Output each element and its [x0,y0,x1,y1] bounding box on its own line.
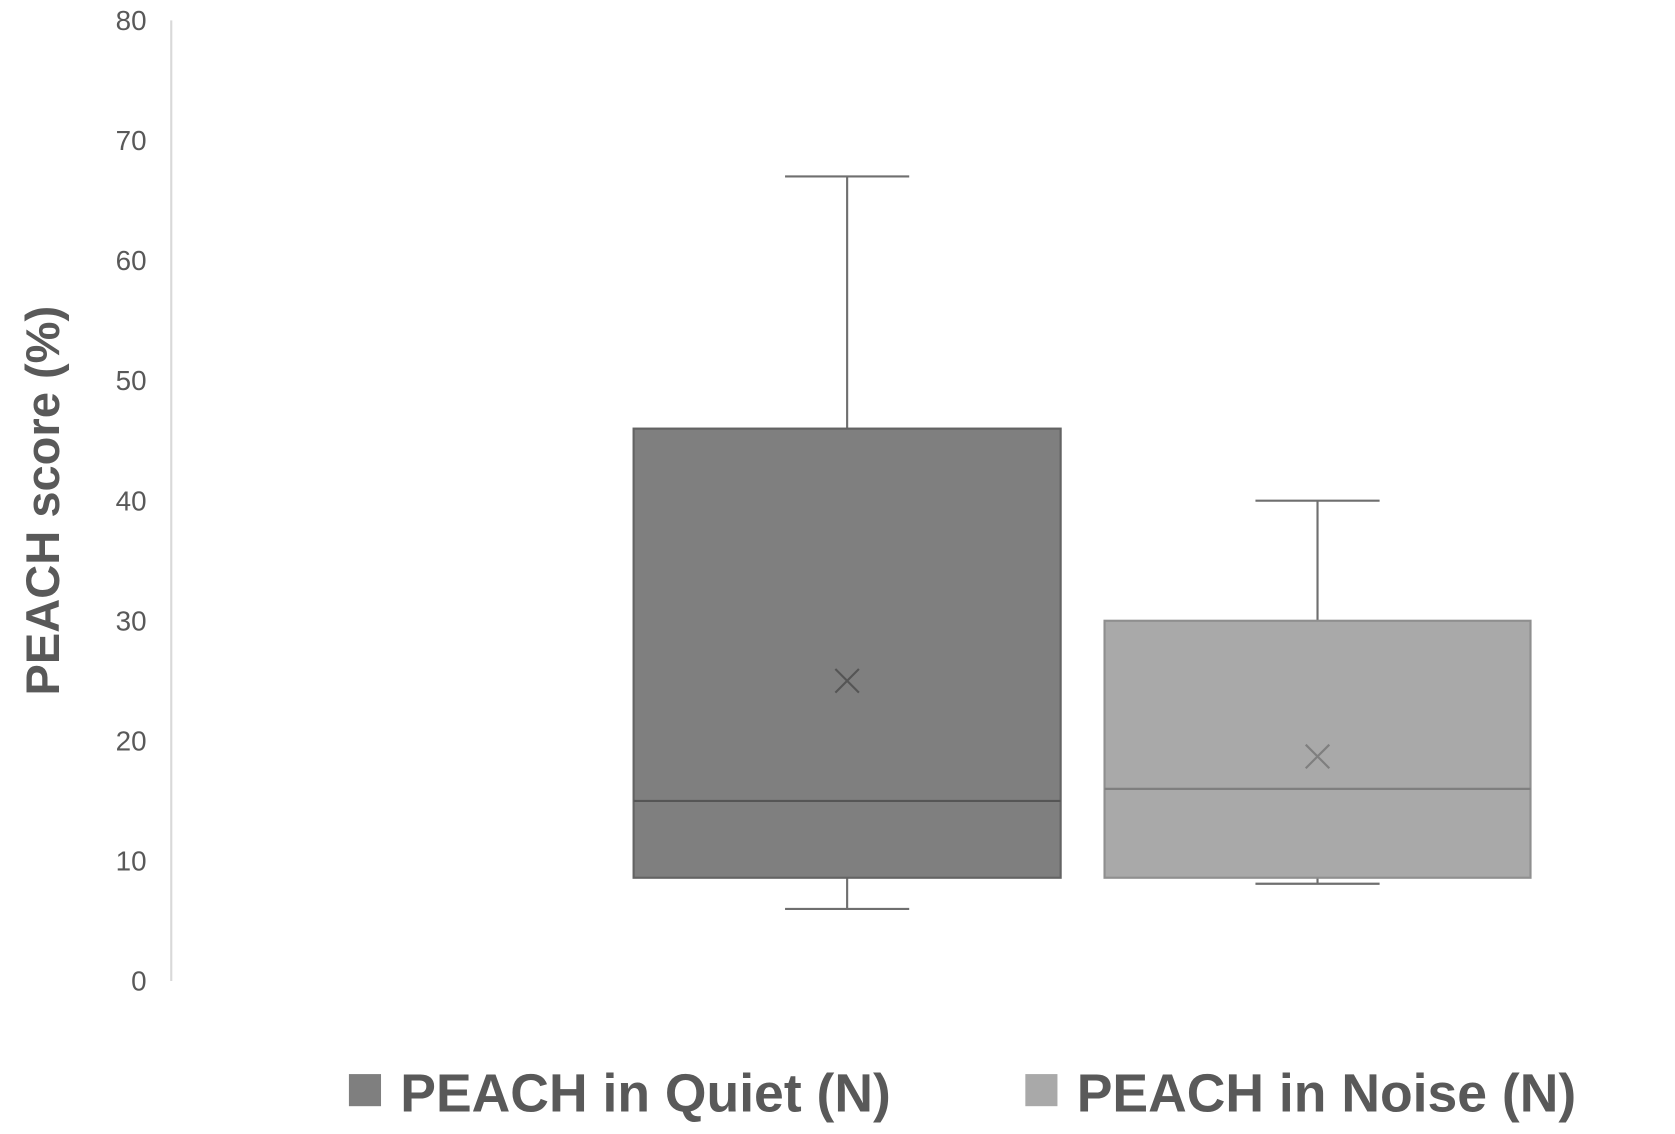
legend-label: PEACH in Noise (N) [1077,1065,1576,1124]
legend-item: PEACH in Noise (N) [1025,1065,1576,1124]
legend-swatch [1025,1074,1058,1107]
y-tick-label: 0 [131,966,146,997]
y-tick-label: 40 [116,485,147,516]
y-tick-label: 80 [116,5,147,36]
box-iqr [1103,619,1532,879]
box-iqr [632,427,1062,879]
y-tick-label: 70 [116,125,147,156]
y-tick-label: 60 [116,245,147,276]
y-tick-label: 20 [116,725,147,756]
box-1 [632,175,1062,911]
y-tick-label: 10 [116,846,147,877]
legend-item: PEACH in Quiet (N) [348,1065,891,1124]
legend-swatch [348,1074,382,1107]
box-2 [1103,499,1532,885]
y-tick-label: 50 [116,365,147,396]
y-axis-label: PEACH score (%) [16,306,69,696]
legend-label: PEACH in Quiet (N) [400,1065,891,1124]
mean-marker [1304,743,1331,769]
y-tick-label: 30 [116,605,147,636]
mean-marker [834,668,860,694]
